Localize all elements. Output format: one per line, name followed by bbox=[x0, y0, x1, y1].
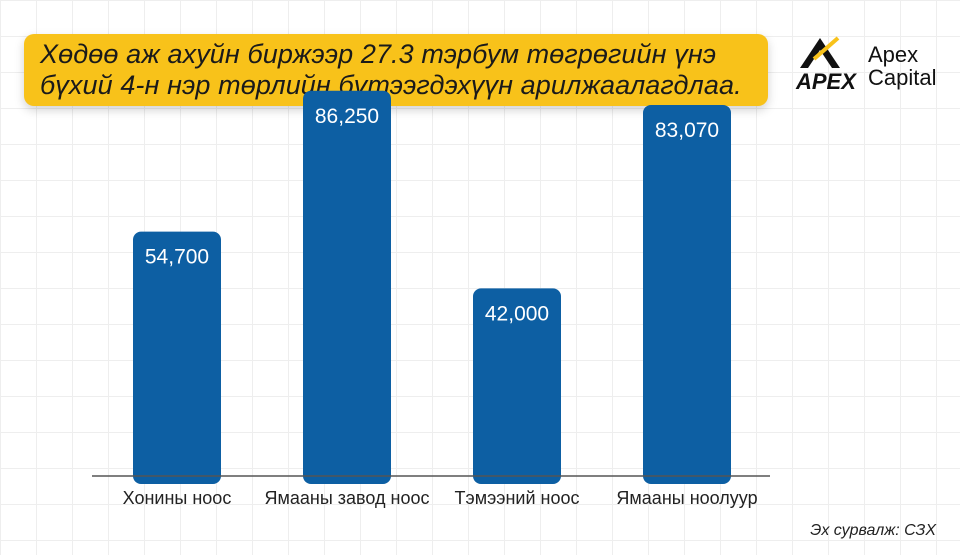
category-label-3: Тэмээний ноос bbox=[455, 488, 580, 508]
source-note: Эх сурвалж: СЗХ bbox=[810, 522, 936, 539]
apex-capital-logo: APEX Apex Capital bbox=[794, 34, 954, 94]
bar-4 bbox=[643, 104, 731, 484]
bar-value-label-2: 86,250 bbox=[315, 105, 379, 128]
logo-name-line-2: Capital bbox=[868, 65, 937, 90]
bar-2 bbox=[303, 90, 391, 484]
title-line-1: Хөдөө аж ахуйн биржээр 27.3 тэрбум төгрө… bbox=[40, 39, 717, 69]
bar-value-label-3: 42,000 bbox=[485, 302, 549, 325]
logo-name-line-1: Apex bbox=[868, 42, 919, 67]
logo-mark-text: APEX bbox=[795, 69, 857, 94]
bar-1 bbox=[133, 231, 221, 484]
bar-value-label-1: 54,700 bbox=[145, 246, 209, 269]
title-banner: Хөдөө аж ахуйн биржээр 27.3 тэрбум төгрө… bbox=[24, 34, 768, 106]
category-label-1: Хонины ноос bbox=[123, 488, 232, 508]
category-label-2: Ямааны завод ноос bbox=[265, 488, 430, 508]
category-label-4: Ямааны ноолуур bbox=[616, 488, 757, 508]
apex-logo-icon: APEX bbox=[795, 36, 857, 94]
bar-3 bbox=[473, 288, 561, 484]
bar-value-label-4: 83,070 bbox=[655, 119, 719, 142]
title-line-2: бүхий 4-н нэр төрлийн бүтээгдэхүүн арилж… bbox=[40, 70, 742, 100]
